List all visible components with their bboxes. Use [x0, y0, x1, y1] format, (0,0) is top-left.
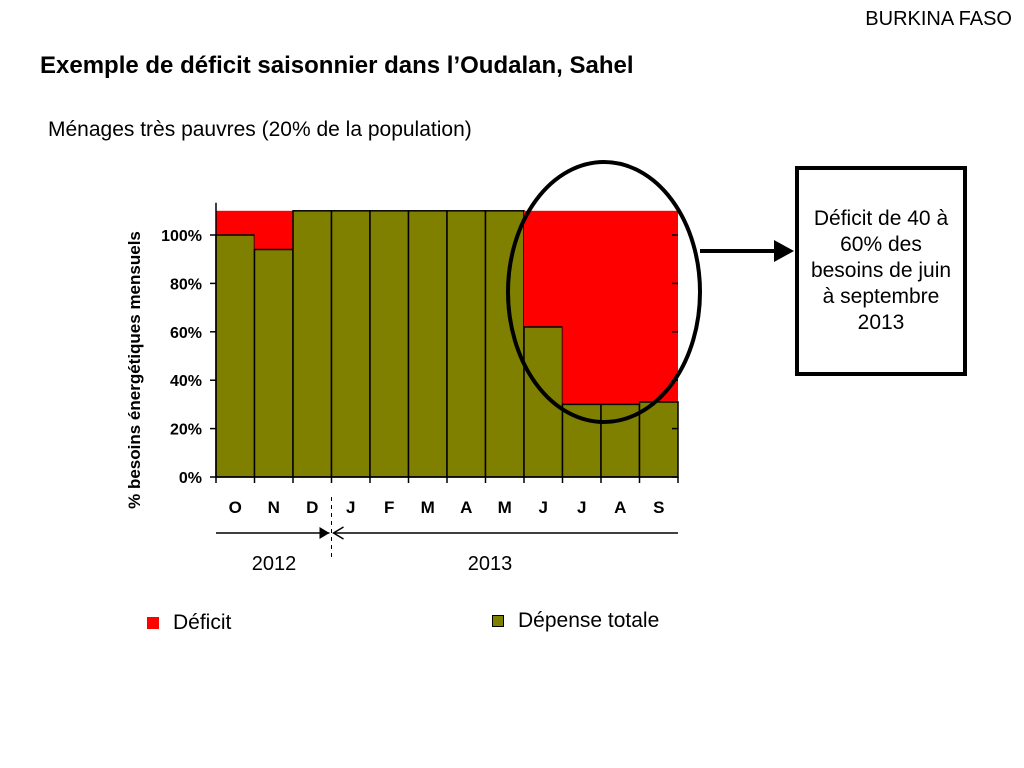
bar-expense	[561, 403, 602, 478]
year-arrow-2013	[332, 526, 344, 540]
bar-deficit	[562, 210, 601, 405]
x-tick-label: J	[539, 498, 548, 517]
y-tick-label: 0%	[179, 470, 202, 487]
bar-deficit	[601, 210, 640, 405]
x-tick-label: O	[229, 498, 242, 517]
x-tick-label: J	[577, 498, 586, 517]
bar-expense	[215, 234, 256, 478]
legend-expense: Dépense totale	[492, 609, 659, 633]
callout-arrow-head	[774, 240, 794, 262]
legend-expense-swatch	[492, 615, 504, 627]
country-label: BURKINA FASO	[865, 8, 1012, 30]
page-title: Exemple de déficit saisonnier dans l’Oud…	[40, 52, 634, 79]
bar-expense	[523, 326, 564, 478]
bar-expense	[292, 210, 333, 478]
year-label: 2012	[252, 553, 297, 575]
bar-deficit	[639, 210, 678, 402]
x-tick-label: F	[384, 498, 394, 517]
x-tick-label: S	[653, 498, 664, 517]
bar-expense	[330, 210, 371, 478]
y-tick-label: 60%	[170, 325, 202, 342]
bar-expense	[253, 248, 294, 478]
annotation-text: Déficit de 40 à 60% des besoins de juin …	[810, 207, 952, 334]
x-tick-label: M	[498, 498, 512, 517]
x-tick-label: D	[306, 498, 318, 517]
year-groups: 2012 2013	[216, 497, 678, 575]
legend-expense-label: Dépense totale	[518, 609, 660, 632]
y-tick-label: 40%	[170, 373, 202, 390]
x-tick-label: J	[346, 498, 355, 517]
bar-expense	[446, 210, 487, 478]
bar-expense	[407, 210, 448, 478]
year-arrow-2012	[319, 527, 330, 539]
bars-group	[215, 210, 679, 478]
y-tick-label: 20%	[170, 422, 202, 439]
x-tick-label: M	[421, 498, 435, 517]
bar-expense	[484, 210, 525, 478]
x-tick-label: A	[460, 498, 472, 517]
annotation-box: Déficit de 40 à 60% des besoins de juin …	[795, 166, 967, 376]
page-subtitle: Ménages très pauvres (20% de la populati…	[48, 118, 472, 141]
x-tick-label: A	[614, 498, 626, 517]
bar-expense	[369, 210, 410, 478]
y-axis-label: % besoins énergétiques mensuels	[125, 231, 144, 509]
bar-deficit	[216, 210, 255, 235]
year-label: 2013	[468, 553, 513, 575]
y-tick-label: 100%	[161, 228, 202, 245]
legend-deficit-label: Déficit	[173, 611, 232, 634]
axis-group: 0% 20% 40% 60% 80% 100%	[161, 202, 679, 487]
bar-deficit	[524, 210, 563, 327]
bar-deficit	[254, 210, 293, 250]
bar-expense	[638, 401, 679, 478]
x-tick-label: N	[268, 498, 280, 517]
legend-deficit: Déficit	[147, 611, 231, 635]
y-tick-label: 80%	[170, 276, 202, 293]
highlight-circle	[506, 160, 702, 424]
legend-deficit-swatch	[147, 617, 159, 629]
